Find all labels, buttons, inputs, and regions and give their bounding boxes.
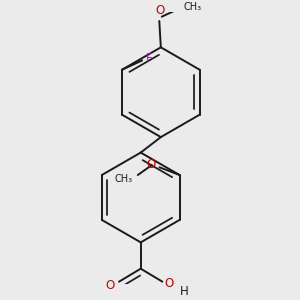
- Text: O: O: [105, 279, 114, 292]
- Text: CH₃: CH₃: [114, 174, 132, 184]
- Text: F: F: [146, 52, 153, 65]
- Text: CH₃: CH₃: [184, 2, 202, 12]
- Text: O: O: [165, 278, 174, 290]
- Text: H: H: [180, 285, 188, 298]
- Text: O: O: [155, 4, 164, 17]
- Text: O: O: [146, 158, 156, 171]
